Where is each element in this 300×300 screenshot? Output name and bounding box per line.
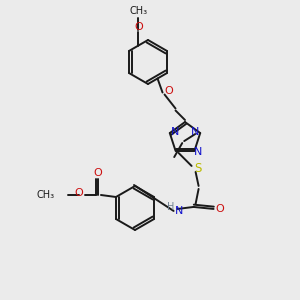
Text: N: N xyxy=(194,147,202,157)
Text: O: O xyxy=(94,168,102,178)
Text: N: N xyxy=(171,127,179,137)
Text: O: O xyxy=(164,86,173,97)
Text: N: N xyxy=(191,127,200,137)
Text: O: O xyxy=(215,204,224,214)
Text: CH₃: CH₃ xyxy=(129,7,148,16)
Text: S: S xyxy=(194,162,201,176)
Text: H: H xyxy=(167,202,174,212)
Text: O: O xyxy=(75,188,83,198)
Text: O: O xyxy=(134,22,143,32)
Text: CH₃: CH₃ xyxy=(37,190,55,200)
Text: N: N xyxy=(174,206,183,216)
